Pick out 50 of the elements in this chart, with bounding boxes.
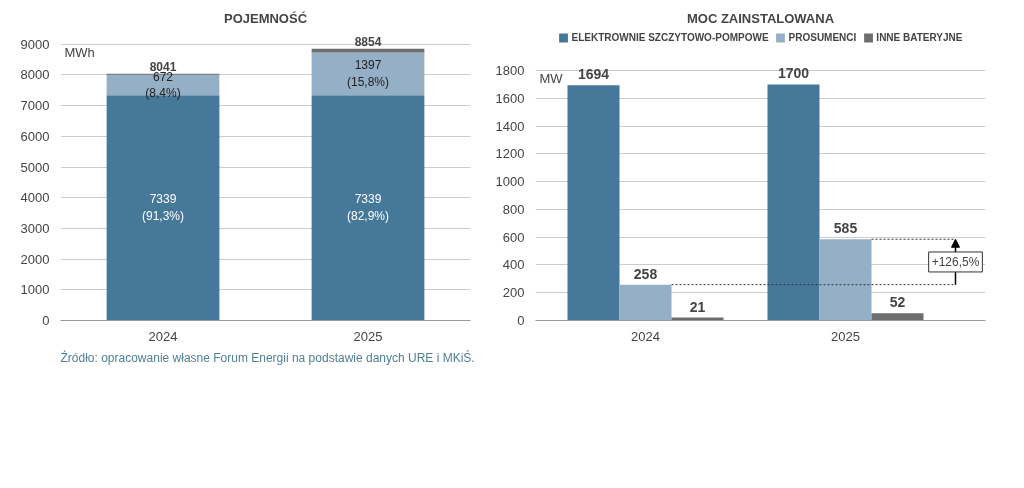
bar [311, 95, 425, 321]
data-label: 1700 [777, 65, 810, 82]
data-label: 7339 (82,9%) [346, 192, 390, 224]
y-tick-label: 1000 [495, 174, 525, 190]
y-tick-label: 1000 [20, 282, 50, 298]
data-label: 52 [889, 294, 906, 311]
bar [819, 239, 872, 321]
y-tick-label: 0 [517, 313, 525, 328]
y-tick-label: 9000 [20, 36, 50, 52]
y-tick-label: 2000 [20, 251, 50, 267]
data-label: 1694 [577, 66, 610, 83]
x-tick-label: 2024 [148, 328, 178, 344]
legend-label: PROSUMENCI [788, 32, 857, 43]
y-tick-label: 4000 [20, 190, 50, 206]
bar [567, 85, 620, 321]
y-tick-label: 1200 [495, 146, 525, 162]
chart-title: MOC ZAINSTALOWANA [686, 10, 835, 26]
legend-label: ELEKTROWNIE SZCZYTOWO-POMPOWE [571, 32, 769, 43]
x-tick-label: 2024 [631, 328, 660, 344]
y-tick-label: 3000 [20, 220, 50, 236]
y-tick-label: 5000 [20, 159, 50, 175]
data-label: 258 [633, 265, 658, 282]
data-label: 7339 (91,3%) [141, 192, 185, 224]
y-tick-label: 200 [502, 285, 525, 301]
y-tick-label: 400 [502, 257, 525, 273]
bar [871, 313, 924, 321]
y-tick-label: 8000 [20, 67, 50, 83]
y-tick-label: 0 [42, 313, 50, 328]
y-tick-label: 6000 [20, 128, 50, 144]
y-tick-label: 1800 [495, 63, 525, 78]
x-tick-label: 2025 [831, 328, 860, 344]
y-axis-title: MWh [64, 44, 95, 60]
bar [311, 52, 425, 96]
y-axis-title: MW [539, 71, 564, 86]
data-label: 21 [689, 298, 706, 315]
y-tick-label: 7000 [20, 98, 50, 114]
annotation: +126,5% [931, 254, 980, 269]
chart-title: POJEMNOŚĆ [223, 10, 308, 26]
data-label: 585 [833, 220, 858, 237]
text: Źródło: opracowanie własne Forum Energii na podstawie danych URE i MKiŚ. [60, 349, 475, 365]
y-tick-label: 1400 [495, 118, 525, 134]
y-tick-label: 1600 [495, 90, 525, 106]
bar [767, 84, 820, 321]
y-tick-label: 600 [502, 229, 525, 245]
bar [619, 284, 672, 321]
total-label: 8854 [354, 34, 382, 49]
y-tick-label: 800 [502, 201, 525, 217]
legend-label: INNE BATERYJNE [876, 32, 963, 43]
data-label: 1397 (15,8%) [346, 58, 390, 90]
x-tick-label: 2025 [353, 328, 383, 344]
